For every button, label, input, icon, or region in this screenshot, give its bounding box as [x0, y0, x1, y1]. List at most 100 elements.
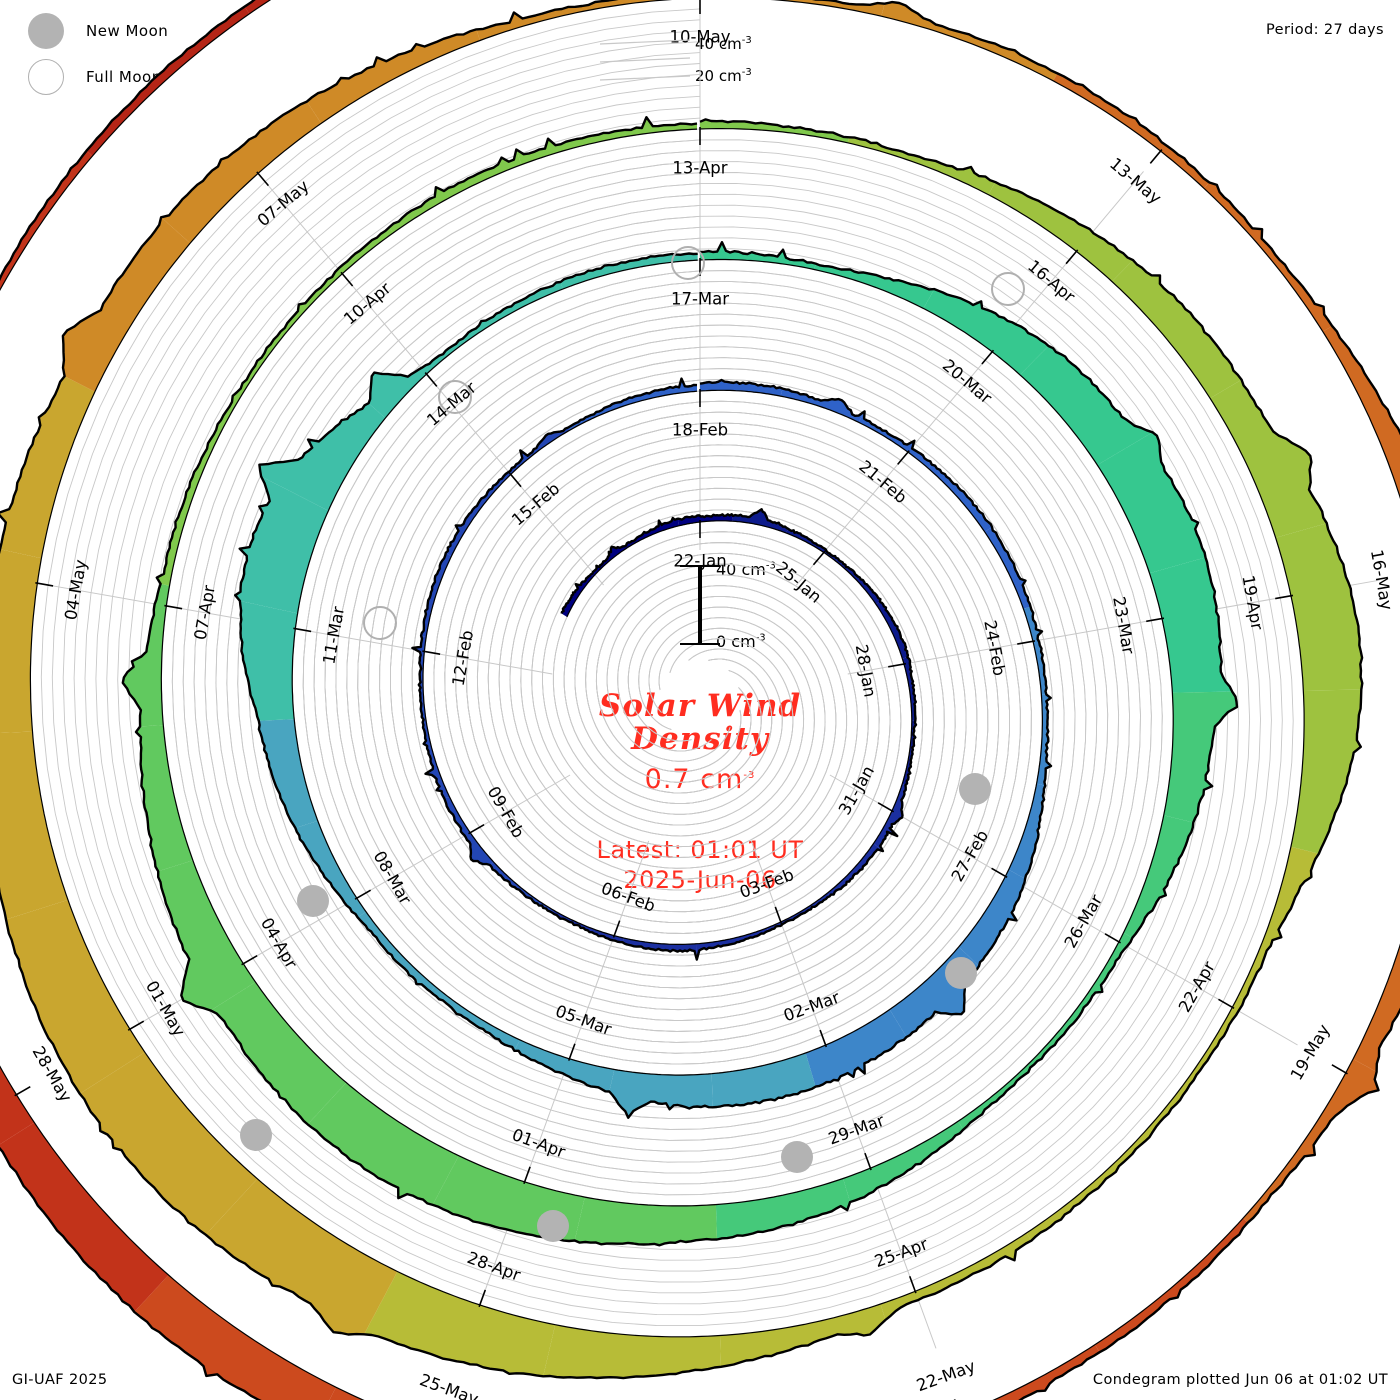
density-band-segment — [827, 843, 883, 897]
date-tick-mark — [1017, 640, 1036, 645]
density-band-segment — [1097, 432, 1206, 574]
date-tick-label: 02-Mar — [781, 988, 842, 1026]
date-tick-mark — [1275, 594, 1294, 600]
density-band-segment — [516, 117, 697, 165]
date-tick-label: 10-May — [669, 28, 730, 47]
amplitude-scale-bar — [680, 565, 720, 645]
density-band-segment — [720, 1304, 886, 1367]
full-moon-icon — [28, 59, 64, 95]
gridline-ring — [106, 73, 1229, 1261]
date-tick-label: 25-Jan — [772, 558, 825, 607]
density-band-segment — [630, 518, 680, 546]
density-band-segment — [1353, 945, 1400, 1072]
date-tick-label: 13-Apr — [672, 159, 727, 178]
density-band-segment — [923, 289, 1049, 375]
date-tick-mark — [774, 906, 783, 925]
date-tick-mark — [14, 1085, 31, 1097]
density-band-segment — [357, 911, 436, 992]
date-tick-label: 04-May — [61, 558, 90, 622]
density-band-segment — [1149, 557, 1233, 693]
gridline-spoke — [102, 774, 571, 1046]
density-band-segment — [1203, 182, 1333, 332]
date-tick-mark — [877, 802, 895, 813]
date-tick-mark — [981, 349, 995, 365]
new-moon-marker — [945, 957, 977, 989]
new-moon-marker — [297, 885, 329, 917]
density-band-segment — [1123, 815, 1194, 938]
density-band-segment — [258, 719, 318, 828]
density-band-segment — [715, 1178, 851, 1240]
density-band-segment — [476, 0, 665, 41]
density-band-segment — [235, 476, 329, 614]
density-baseline — [422, 390, 913, 945]
density-baseline — [160, 128, 1174, 1207]
date-tick-mark — [1331, 1064, 1348, 1075]
density-band-segment — [1008, 783, 1046, 879]
density-trace-outline — [411, 377, 918, 961]
date-tick-mark — [612, 920, 621, 938]
density-band-segment — [244, 0, 270, 14]
density-band-segment — [805, 1009, 907, 1087]
moon-legend: New Moon Full Moon — [18, 8, 168, 100]
date-tick-mark — [478, 1289, 487, 1308]
date-tick-label: 10-Apr — [340, 278, 395, 328]
new-moon-marker — [240, 1119, 272, 1151]
density-band-segment — [561, 574, 594, 617]
density-band-segment — [1111, 260, 1242, 399]
date-tick-mark — [256, 171, 270, 187]
date-tick-label: 07-Apr — [191, 584, 219, 642]
density-band-segment — [711, 1053, 816, 1108]
density-band-segment — [295, 820, 367, 918]
scale-leader-line — [599, 39, 691, 45]
readout-value: 0.7 — [644, 764, 691, 795]
date-tick-label: 16-Apr — [1024, 256, 1079, 306]
density-band-segment — [1290, 689, 1362, 854]
date-tick-mark — [908, 1275, 917, 1294]
gridline-ring — [40, 8, 1294, 1327]
date-tick-label: 17-Mar — [671, 290, 729, 309]
date-tick-mark — [1149, 149, 1163, 164]
density-band-segment — [574, 1197, 717, 1246]
gridline-ring — [117, 84, 1218, 1250]
new-moon-icon — [28, 13, 64, 49]
readout-value-unit: cm — [700, 764, 744, 795]
density-band-segment — [1275, 523, 1363, 691]
density-band-segment — [780, 388, 865, 423]
radial-scale-key-20-unit: cm — [718, 67, 742, 85]
date-tick-mark — [991, 867, 1008, 879]
period-label: Period: 27 days — [1266, 22, 1384, 38]
density-band-segment — [568, 378, 697, 431]
date-tick-mark — [508, 472, 522, 488]
date-tick-mark — [897, 450, 910, 465]
date-tick-mark — [523, 1166, 531, 1185]
date-tick-label: 13-May — [1106, 154, 1165, 208]
radial-scale-key-40-unit: cm — [718, 35, 742, 53]
gridline-ring — [95, 63, 1240, 1272]
density-band-segment — [364, 1271, 556, 1377]
date-tick-mark — [340, 271, 354, 287]
radial-scale-key-40-exp: -3 — [741, 35, 752, 46]
density-band-segment — [552, 910, 624, 943]
gridline-ring — [73, 41, 1261, 1294]
date-tick-mark — [422, 650, 441, 655]
density-band-segment — [700, 242, 816, 270]
date-tick-label: 22-May — [914, 1356, 978, 1395]
radial-scale-key-20-exp: -3 — [741, 67, 752, 78]
date-tick-label: 25-May — [417, 1370, 481, 1400]
density-band-segment — [609, 1069, 713, 1118]
density-band-segment — [86, 6, 250, 156]
legend-item-full-moon: Full Moon — [18, 54, 168, 100]
density-band-segment — [1023, 606, 1047, 695]
date-tick-label: 12-Feb — [449, 629, 477, 688]
date-tick-label: 16-May — [1367, 548, 1396, 612]
date-tick-mark — [127, 1020, 145, 1031]
date-tick-mark — [164, 604, 183, 610]
density-baseline — [29, 0, 1305, 1338]
date-tick-label: 19-May — [1287, 1021, 1334, 1084]
density-band-segment — [880, 1232, 1032, 1320]
density-band-segment — [902, 657, 916, 721]
density-band-segment — [0, 376, 95, 559]
density-band-segment — [259, 403, 386, 511]
